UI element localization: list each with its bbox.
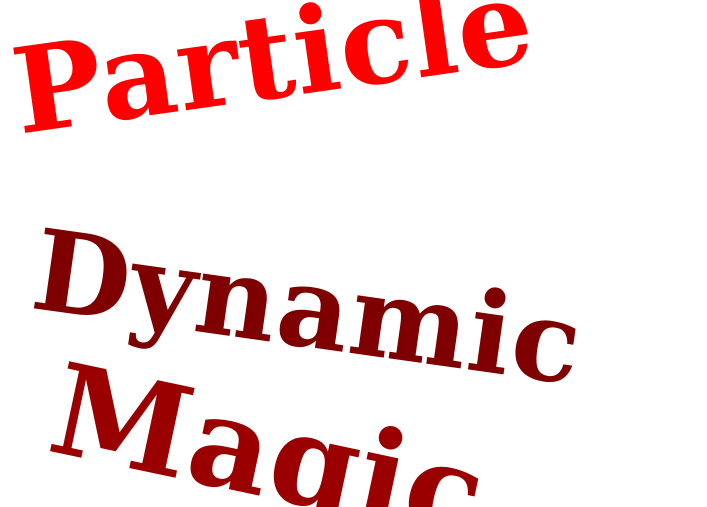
word-particle: Particle xyxy=(4,0,542,162)
